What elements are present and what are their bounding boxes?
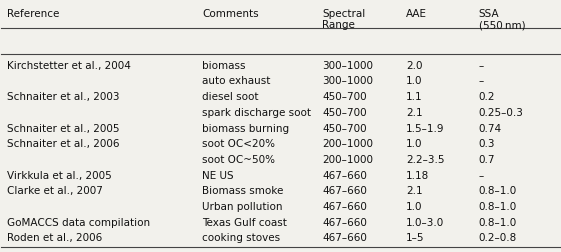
Text: 1.0: 1.0 [406, 139, 422, 149]
Text: cooking stoves: cooking stoves [203, 233, 280, 243]
Text: 2.2–3.5: 2.2–3.5 [406, 155, 445, 165]
Text: 0.74: 0.74 [479, 123, 502, 134]
Text: 2.1: 2.1 [406, 186, 423, 196]
Text: –: – [479, 61, 484, 71]
Text: GoMACCS data compilation: GoMACCS data compilation [7, 218, 150, 228]
Text: Urban pollution: Urban pollution [203, 202, 283, 212]
Text: 1.0–3.0: 1.0–3.0 [406, 218, 444, 228]
Text: 1.0: 1.0 [406, 76, 422, 86]
Text: Virkkula et al., 2005: Virkkula et al., 2005 [7, 171, 112, 181]
Text: 0.8–1.0: 0.8–1.0 [479, 202, 517, 212]
Text: 0.8–1.0: 0.8–1.0 [479, 186, 517, 196]
Text: Kirchstetter et al., 2004: Kirchstetter et al., 2004 [7, 61, 131, 71]
Text: soot OC<20%: soot OC<20% [203, 139, 275, 149]
Text: auto exhaust: auto exhaust [203, 76, 271, 86]
Text: 300–1000: 300–1000 [323, 61, 374, 71]
Text: Texas Gulf coast: Texas Gulf coast [203, 218, 287, 228]
Text: 0.7: 0.7 [479, 155, 495, 165]
Text: 450–700: 450–700 [323, 123, 367, 134]
Text: Reference: Reference [7, 9, 59, 19]
Text: 0.25–0.3: 0.25–0.3 [479, 108, 523, 118]
Text: 467–660: 467–660 [323, 202, 367, 212]
Text: 450–700: 450–700 [323, 108, 367, 118]
Text: biomass: biomass [203, 61, 246, 71]
Text: 0.2: 0.2 [479, 92, 495, 102]
Text: 2.1: 2.1 [406, 108, 423, 118]
Text: 1.1: 1.1 [406, 92, 423, 102]
Text: 1.0: 1.0 [406, 202, 422, 212]
Text: 467–660: 467–660 [323, 218, 367, 228]
Text: Schnaiter et al., 2006: Schnaiter et al., 2006 [7, 139, 119, 149]
Text: NE US: NE US [203, 171, 234, 181]
Text: –: – [479, 76, 484, 86]
Text: 467–660: 467–660 [323, 233, 367, 243]
Text: 1–5: 1–5 [406, 233, 425, 243]
Text: diesel soot: diesel soot [203, 92, 259, 102]
Text: Schnaiter et al., 2003: Schnaiter et al., 2003 [7, 92, 119, 102]
Text: SSA
(550 nm): SSA (550 nm) [479, 9, 525, 30]
Text: 1.5–1.9: 1.5–1.9 [406, 123, 445, 134]
Text: AAE: AAE [406, 9, 427, 19]
Text: Comments: Comments [203, 9, 259, 19]
Text: Roden et al., 2006: Roden et al., 2006 [7, 233, 102, 243]
Text: 0.2–0.8: 0.2–0.8 [479, 233, 517, 243]
Text: Biomass smoke: Biomass smoke [203, 186, 284, 196]
Text: 0.3: 0.3 [479, 139, 495, 149]
Text: Schnaiter et al., 2005: Schnaiter et al., 2005 [7, 123, 119, 134]
Text: 467–660: 467–660 [323, 171, 367, 181]
Text: soot OC~50%: soot OC~50% [203, 155, 275, 165]
Text: Spectral
Range: Spectral Range [323, 9, 366, 30]
Text: 450–700: 450–700 [323, 92, 367, 102]
Text: 2.0: 2.0 [406, 61, 422, 71]
Text: 467–660: 467–660 [323, 186, 367, 196]
Text: 200–1000: 200–1000 [323, 139, 374, 149]
Text: 0.8–1.0: 0.8–1.0 [479, 218, 517, 228]
Text: biomass burning: biomass burning [203, 123, 289, 134]
Text: –: – [479, 171, 484, 181]
Text: 300–1000: 300–1000 [323, 76, 374, 86]
Text: 1.18: 1.18 [406, 171, 429, 181]
Text: spark discharge soot: spark discharge soot [203, 108, 311, 118]
Text: 200–1000: 200–1000 [323, 155, 374, 165]
Text: Clarke et al., 2007: Clarke et al., 2007 [7, 186, 103, 196]
